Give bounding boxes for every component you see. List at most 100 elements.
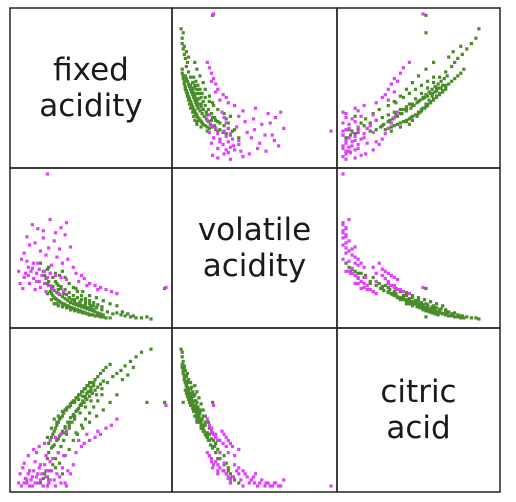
scatter-point xyxy=(226,469,230,473)
scatter-point xyxy=(191,406,195,411)
scatter-point xyxy=(64,293,69,297)
scatter-point xyxy=(184,382,188,386)
scatter-point xyxy=(222,129,226,133)
scatter-point xyxy=(347,239,351,243)
scatter-point xyxy=(350,253,354,257)
scatter-point xyxy=(433,309,437,313)
scatter-point xyxy=(353,120,357,124)
scatter-point xyxy=(201,423,205,427)
scatter-point xyxy=(183,56,187,60)
scatter-point xyxy=(180,36,184,40)
scatter-point xyxy=(198,74,202,78)
scatter-point xyxy=(92,308,96,312)
scatter-point xyxy=(199,125,203,129)
scatter-point xyxy=(251,475,256,479)
scatter-point xyxy=(200,112,204,116)
scatter-point xyxy=(356,146,360,151)
scatter-point xyxy=(81,290,85,294)
scatter-point xyxy=(218,128,222,132)
scatter-point xyxy=(189,83,193,87)
scatter-point xyxy=(432,304,436,308)
scatter-point xyxy=(193,83,197,87)
scatter-point xyxy=(430,87,434,91)
scatter-point xyxy=(96,314,100,318)
scatter-point xyxy=(438,91,442,95)
scatter-point xyxy=(195,400,199,404)
scatter-point xyxy=(96,399,100,403)
scatter-point xyxy=(243,120,247,124)
scatter-point xyxy=(183,379,187,383)
scatter-point xyxy=(18,281,22,286)
scatter-point xyxy=(192,114,196,118)
scatter-point xyxy=(239,149,243,153)
scatter-point xyxy=(218,457,222,461)
scatter-point xyxy=(380,137,384,141)
scatter-point xyxy=(71,438,75,442)
scatter-point xyxy=(202,429,206,433)
scatter-point xyxy=(341,229,345,233)
scatter-point xyxy=(180,355,184,359)
scatter-point xyxy=(228,441,232,445)
scatter-point xyxy=(228,114,232,118)
scatter-point xyxy=(221,93,225,97)
scatter-point xyxy=(104,288,108,292)
scatter-point xyxy=(23,476,28,480)
scatter-point xyxy=(186,98,191,102)
scatter-point xyxy=(426,86,430,90)
scatter-point xyxy=(211,101,215,105)
scatter-point xyxy=(45,281,49,286)
scatter-point xyxy=(453,60,457,64)
scatter-point xyxy=(416,296,421,300)
scatter-point xyxy=(341,243,345,247)
scatter-point xyxy=(190,397,194,401)
scatter-point xyxy=(60,414,64,418)
scatter-point xyxy=(182,82,186,86)
scatter-point xyxy=(226,101,230,105)
scatter-point xyxy=(407,302,411,306)
scatter-point xyxy=(447,310,451,314)
scatter-point xyxy=(79,298,84,302)
scatter-point xyxy=(218,137,222,141)
scatter-point xyxy=(17,269,21,273)
scatter-point xyxy=(75,408,79,412)
scatter-point xyxy=(362,136,366,140)
scatter-point xyxy=(34,279,39,284)
scatter-point xyxy=(33,460,37,464)
scatter-point xyxy=(237,447,241,452)
scatter-point xyxy=(49,469,54,473)
scatter-point xyxy=(359,261,363,265)
scatter-point xyxy=(404,302,408,306)
scatter-point xyxy=(47,451,51,455)
scatter-point xyxy=(239,478,243,482)
scatter-point xyxy=(436,310,440,314)
scatter-point xyxy=(386,126,390,130)
scatter-point xyxy=(237,472,241,476)
scatter-point xyxy=(386,271,390,275)
scatter-point xyxy=(407,292,411,296)
scatter-point xyxy=(194,97,198,101)
scatter-point xyxy=(119,313,123,317)
scatter-point xyxy=(459,71,463,75)
scatter-point xyxy=(341,236,345,240)
scatter-point xyxy=(199,95,203,99)
scatter-point xyxy=(209,141,214,145)
scatter-point xyxy=(389,273,393,277)
scatter-point xyxy=(401,296,405,300)
scatter-point xyxy=(182,365,186,369)
scatter-point xyxy=(47,481,51,485)
scatter-point xyxy=(51,444,55,449)
scatter-point xyxy=(34,451,39,455)
scatter-point xyxy=(183,74,187,78)
scatter-point xyxy=(341,133,345,137)
scatter-point xyxy=(34,271,39,275)
scatter-point xyxy=(92,301,96,305)
scatter-point xyxy=(433,90,437,94)
scatter-point xyxy=(194,79,198,83)
scatter-point xyxy=(51,288,55,292)
scatter-point xyxy=(199,420,203,424)
scatter-point xyxy=(427,307,431,311)
scatter-point xyxy=(374,128,378,132)
scatter-point xyxy=(187,102,192,106)
scatter-point xyxy=(25,259,29,263)
